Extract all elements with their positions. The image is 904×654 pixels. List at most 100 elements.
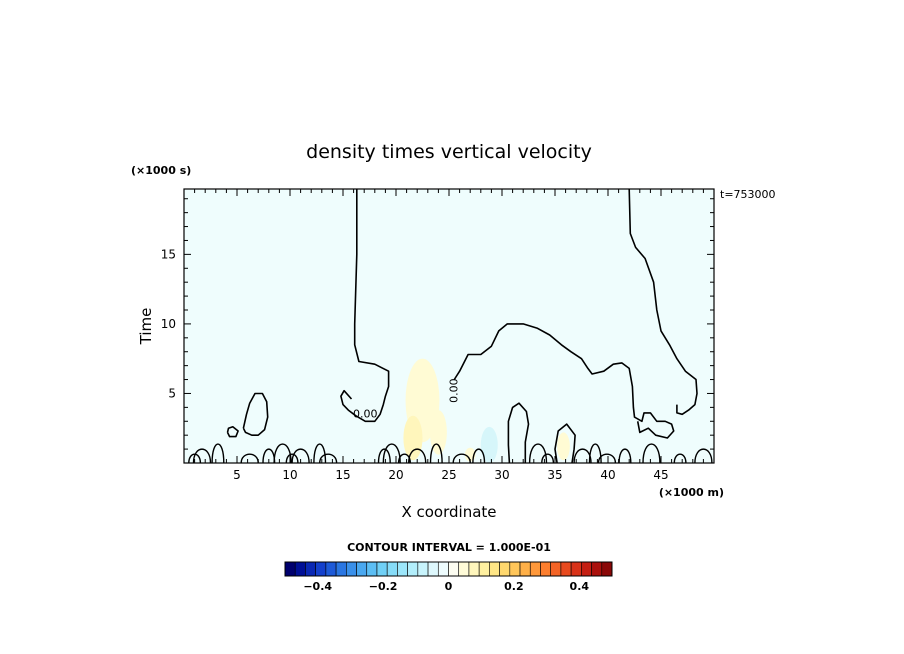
contour-label: 0.00	[447, 378, 460, 403]
chart-title: density times vertical velocity	[306, 141, 592, 163]
small-contour	[429, 443, 443, 464]
colorbar-cell	[448, 561, 460, 577]
y-ticks: 5 10 15	[161, 247, 176, 400]
shading-patch	[429, 410, 447, 455]
contour-line	[242, 392, 269, 436]
small-contour	[285, 453, 299, 464]
x-axis-label: X coordinate	[401, 503, 496, 521]
y-tick-label: 5	[168, 386, 176, 400]
small-contour	[528, 443, 548, 464]
colorbar-tick-label: 0.4	[570, 580, 590, 593]
colorbar-cell	[581, 561, 592, 577]
colorbar-cell	[376, 561, 388, 577]
colorbar-cell	[489, 561, 500, 577]
colorbar-tick-label: 0.2	[504, 580, 524, 593]
colorbar-cell	[427, 561, 439, 577]
colorbar-cell	[397, 561, 408, 577]
shading-patch	[480, 426, 498, 464]
colorbar: −0.4 −0.2 0 0.2 0.4	[284, 561, 613, 593]
small-contour	[408, 448, 427, 464]
small-contour	[313, 443, 327, 464]
colorbar-cell	[509, 561, 521, 577]
minor-ticks	[183, 189, 715, 464]
small-contour	[618, 448, 632, 464]
small-contour	[211, 443, 225, 464]
small-contour	[573, 448, 592, 464]
colorbar-cell	[591, 561, 603, 577]
colorbar-cell	[570, 561, 582, 577]
x-axis-unit: (×1000 m)	[659, 486, 724, 499]
small-contour	[541, 453, 555, 464]
small-contour	[397, 453, 411, 464]
colorbar-cell	[335, 561, 347, 577]
y-axis-label: Time	[137, 308, 155, 346]
shading-patch	[403, 415, 423, 461]
x-tick-label: 35	[547, 468, 562, 482]
contour-line	[507, 402, 530, 464]
colorbar-cell	[519, 561, 531, 577]
colorbar-frame	[284, 561, 613, 577]
colorbar-cell	[458, 561, 470, 577]
x-tick-label: 10	[282, 468, 297, 482]
x-tick-label: 40	[600, 468, 615, 482]
small-contour	[472, 448, 486, 464]
x-ticks: 5 10 15 20 25 30 35 40 45	[233, 468, 668, 482]
x-tick-label: 25	[441, 468, 456, 482]
contour-line	[453, 323, 675, 439]
contour-label: 0.00	[353, 407, 378, 420]
contour-line	[340, 189, 390, 423]
small-contour	[597, 453, 617, 464]
plot-area: 0.00 0.00	[183, 188, 715, 464]
colorbar-cell	[366, 561, 378, 577]
small-contour	[694, 448, 713, 464]
x-tick-label: 5	[233, 468, 241, 482]
x-tick-label: 20	[388, 468, 403, 482]
contour-interval-label: CONTOUR INTERVAL = 1.000E-01	[347, 541, 551, 554]
anomaly-shading	[403, 358, 570, 464]
colorbar-cell	[315, 561, 327, 577]
y-axis-unit: (×1000 s)	[131, 164, 191, 177]
y-tick-label: 15	[161, 247, 176, 261]
small-contour	[273, 443, 292, 464]
colorbar-tick-label: −0.4	[303, 580, 332, 593]
colorbar-ticks: −0.4 −0.2 0 0.2 0.4	[303, 580, 589, 593]
colorbar-cell	[407, 561, 419, 577]
colorbar-cells	[284, 561, 613, 577]
contour-line	[554, 423, 576, 464]
colorbar-tick-label: 0	[445, 580, 453, 593]
colorbar-cell	[305, 561, 316, 577]
colorbar-cell	[478, 561, 490, 577]
colorbar-cell	[346, 561, 357, 577]
contour-labels: 0.00 0.00	[353, 378, 460, 420]
contour-lines	[188, 188, 713, 464]
colorbar-cell	[550, 561, 562, 577]
contour-line	[628, 188, 698, 416]
colorbar-cell	[601, 561, 613, 577]
x-tick-label: 45	[653, 468, 668, 482]
small-contour	[642, 443, 661, 464]
time-stamp: t=753000	[720, 188, 776, 201]
colorbar-cell	[325, 561, 337, 577]
small-contour	[291, 448, 310, 464]
plot-background	[184, 189, 714, 463]
colorbar-cell	[417, 561, 429, 577]
colorbar-tick-label: −0.2	[369, 580, 398, 593]
colorbar-cell	[560, 561, 572, 577]
x-tick-label: 15	[335, 468, 350, 482]
colorbar-cell	[529, 561, 541, 577]
colorbar-cell	[468, 561, 480, 577]
colorbar-cell	[356, 561, 368, 577]
contour-line	[226, 426, 239, 438]
small-contour	[192, 448, 212, 464]
colorbar-cell	[386, 561, 398, 577]
colorbar-cell	[499, 561, 511, 577]
colorbar-cell	[437, 561, 449, 577]
x-tick-label: 30	[494, 468, 509, 482]
colorbar-cell	[284, 561, 296, 577]
colorbar-cell	[540, 561, 551, 577]
small-contour	[377, 448, 391, 464]
small-contour	[673, 453, 687, 464]
colorbar-cell	[294, 561, 306, 577]
shading-patch	[557, 432, 570, 461]
